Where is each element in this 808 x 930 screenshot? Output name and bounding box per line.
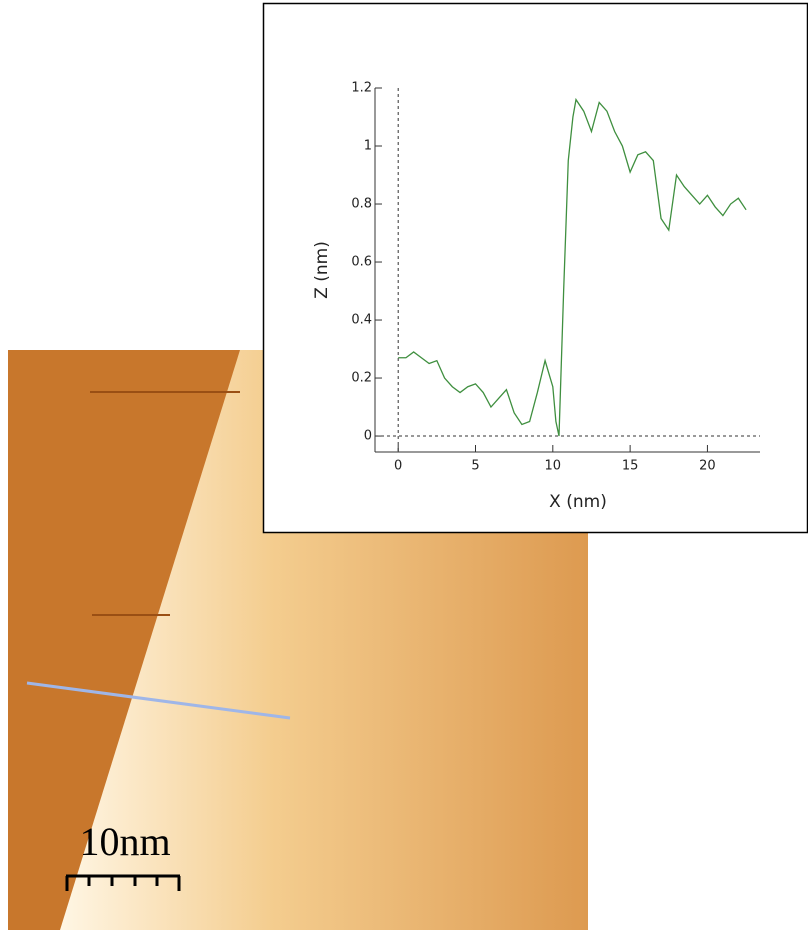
y-tick-label: 0 — [364, 429, 372, 444]
x-tick-label: 0 — [394, 459, 402, 474]
y-tick-label: 0.4 — [351, 313, 372, 328]
y-tick-label: 1 — [364, 139, 372, 154]
x-axis-label: X (nm) — [549, 492, 607, 512]
y-tick-label: 0.2 — [351, 371, 372, 386]
x-tick-label: 5 — [471, 459, 479, 474]
profile-line — [26, 681, 291, 720]
profile-chart: X (nm) Z (nm) 0 0.2 0.4 0.6 0.8 1 1.2 0 5 10 15 20 — [312, 81, 760, 512]
x-tick-label: 15 — [622, 459, 639, 474]
scale-bar-label: 10nm — [79, 819, 170, 864]
y-tick-label: 1.2 — [351, 81, 372, 96]
profile-line-series — [398, 97, 747, 437]
y-axis-label: Z (nm) — [312, 241, 332, 299]
x-tick-label: 10 — [545, 459, 562, 474]
scale-bar — [65, 874, 181, 891]
y-tick-label: 0.6 — [351, 255, 372, 270]
y-tick-label: 0.8 — [351, 197, 372, 212]
x-tick-label: 20 — [699, 459, 716, 474]
inset-frame — [262, 2, 808, 534]
